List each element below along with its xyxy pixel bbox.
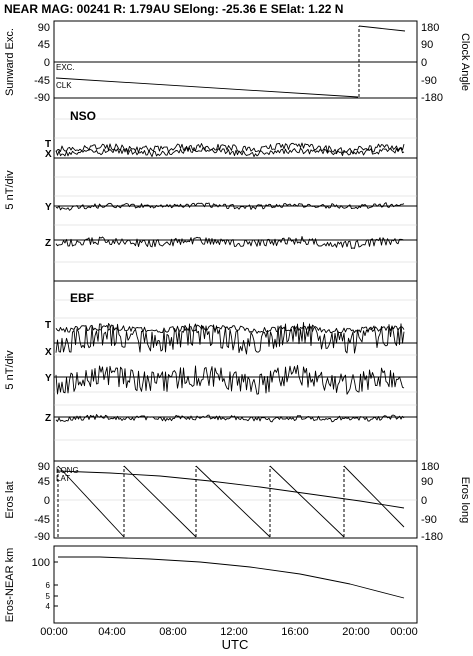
panel4-right-tick: 180 [421, 461, 439, 473]
panel1-clock-trace [55, 77, 359, 98]
ebf-trace-x [55, 322, 405, 355]
panel5-left-tick: 4 [46, 602, 51, 611]
panel5-left-tick: 5 [46, 592, 51, 601]
panel4-left-tick: 90 [38, 461, 50, 473]
eros-lat-trace [57, 470, 405, 509]
panel1-left-tick: 90 [38, 22, 50, 34]
panel4-frame [53, 460, 418, 539]
panel4-right-axis-label: Eros long [459, 477, 471, 523]
panel4-right-tick: -90 [421, 514, 437, 526]
panel-eros-near-distance: 100 6 5 4 Eros-NEAR km [4, 545, 418, 624]
panel1-left-axis-label: Sunward Exc. [4, 28, 16, 96]
x-tick-label: 16:00 [281, 626, 309, 638]
panel1-frame [53, 20, 418, 99]
panel3-frame [53, 280, 418, 462]
x-axis-label: UTC [222, 637, 249, 652]
panel-eros-lat-long: LONG LAT 90 45 0 -45 -90 180 90 0 -90 -1… [4, 460, 471, 543]
panel1-right-tick: 90 [421, 39, 433, 51]
panel4-right-tick: 0 [421, 495, 427, 507]
panel2-ylabel: 5 nT/div [4, 170, 16, 210]
x-tick-label: 04:00 [98, 626, 126, 638]
x-tick-label: 20:00 [342, 626, 370, 638]
panel5-left-tick: 100 [32, 557, 50, 569]
eros-long-trace [195, 465, 271, 538]
panel1-clk-annotation: CLK [56, 81, 72, 90]
panel4-lat-annotation: LAT [56, 474, 70, 483]
panel3-component-z: Z [45, 413, 51, 424]
ebf-trace-z [55, 414, 405, 423]
panel2-frame [53, 97, 418, 282]
panel1-left-tick: 0 [44, 57, 50, 69]
panel5-left-tick: 6 [46, 581, 51, 590]
nso-trace-y [55, 202, 405, 211]
panel4-left-tick: 0 [44, 495, 50, 507]
panel4-left-tick: 45 [38, 476, 50, 488]
panel1-exc-annotation: EXC. [56, 63, 75, 72]
panel2-component-x: X [45, 149, 52, 160]
panel1-left-tick: -90 [34, 92, 50, 104]
panel1-right-tick: 0 [421, 57, 427, 69]
ebf-trace-y [55, 364, 405, 395]
x-tick-label: 00:00 [40, 626, 68, 638]
panel3-component-t: T [45, 320, 51, 331]
figure-title: NEAR MAG: 00241 R: 1.79AU SElong: -25.36… [4, 2, 343, 16]
eros-long-trace [343, 465, 405, 528]
x-tick-label: 00:00 [390, 626, 418, 638]
panel1-right-axis-label: Clock Angle [459, 33, 471, 91]
panel1-left-tick: 45 [38, 39, 50, 51]
nso-trace-z [55, 236, 405, 249]
x-tick-label: 08:00 [159, 626, 187, 638]
panel3-component-x: X [45, 347, 52, 358]
eros-near-distance-trace [58, 556, 405, 599]
eros-long-trace [269, 465, 345, 538]
panel-nso: NSO T X Y Z 5 nT/div [4, 97, 418, 282]
panel2-component-y: Y [45, 202, 52, 213]
panel2-component-t: T [45, 139, 51, 150]
panel1-clock-trace-high [358, 25, 406, 32]
ebf-trace-t [55, 324, 405, 334]
panel4-left-axis-label: Eros lat [4, 481, 16, 518]
panel1-right-tick: 180 [421, 22, 439, 34]
x-axis: 00:00 04:00 08:00 12:00 16:00 20:00 00:0… [40, 626, 418, 652]
eros-long-trace [57, 465, 125, 538]
panel1-right-tick: -180 [421, 92, 443, 104]
panel4-right-tick: 90 [421, 476, 433, 488]
panel-ebf: EBF T X Y Z 5 nT/div [4, 280, 418, 462]
x-tick-label: 12:00 [220, 626, 248, 638]
panel2-title: NSO [70, 109, 96, 123]
panel3-component-y: Y [45, 373, 52, 384]
eros-long-trace [123, 465, 197, 538]
panel2-component-z: Z [45, 238, 51, 249]
panel4-long-annotation: LONG [56, 466, 79, 475]
panel3-ylabel: 5 nT/div [4, 350, 16, 390]
panel1-right-tick: -90 [421, 75, 437, 87]
panel1-left-tick: -45 [34, 75, 50, 87]
panel4-left-tick: -45 [34, 514, 50, 526]
panel5-left-axis-label: Eros-NEAR km [4, 548, 16, 623]
nso-trace-x [55, 147, 405, 158]
panel4-left-tick: -90 [34, 531, 50, 543]
panel4-right-tick: -180 [421, 531, 443, 543]
panel3-title: EBF [70, 291, 94, 305]
panel-sunward-clock: EXC. CLK 90 45 0 -45 -90 180 90 0 -90 -1… [4, 20, 471, 104]
